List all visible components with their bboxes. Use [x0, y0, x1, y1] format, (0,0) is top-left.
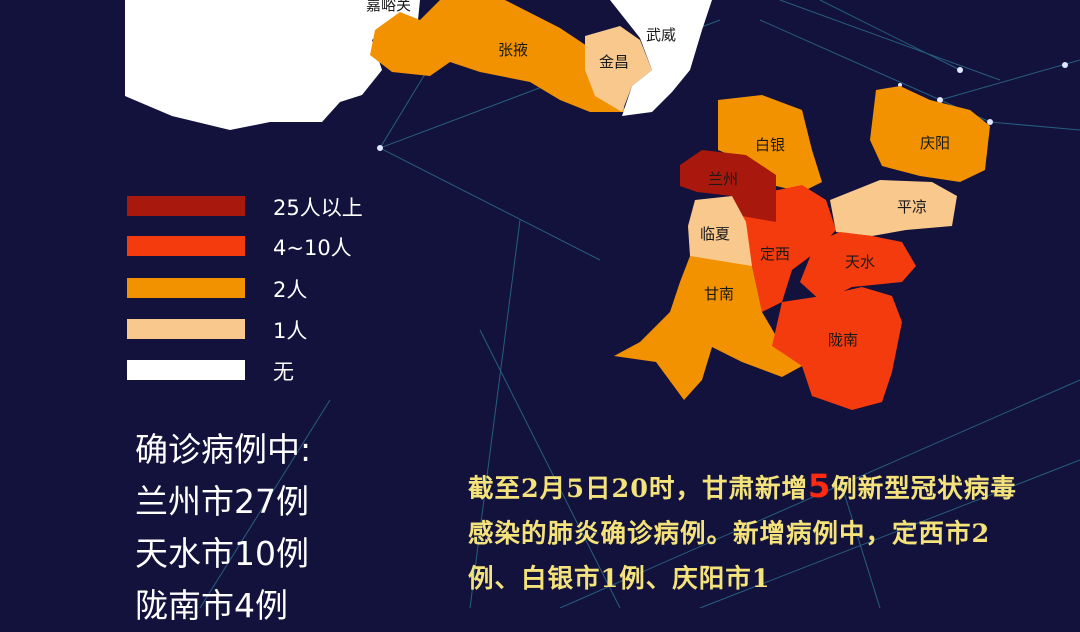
region-jinchang[interactable] — [585, 26, 652, 112]
region-wuwei[interactable] — [610, 0, 712, 116]
legend-label: 无 — [273, 360, 294, 384]
network-background — [199, 0, 1080, 608]
stats-heading: 确诊病例中: — [135, 430, 312, 469]
region-zhangye[interactable] — [370, 0, 625, 112]
news-text: 例新型冠状病毒感染的肺炎确诊病例。新增病例中，定西市2例、白银市1例、庆阳市1 — [468, 474, 1017, 594]
region-longnan[interactable] — [772, 287, 902, 410]
legend-swatch — [127, 360, 245, 380]
stats-line: 天水市10例 — [135, 534, 309, 573]
label-tianshui: 天水 — [845, 253, 875, 271]
label-lanzhou: 兰州 — [708, 170, 738, 188]
region-qingyang[interactable] — [870, 86, 990, 182]
stats-line: 陇南市4例 — [135, 586, 288, 625]
region-jiayuguan[interactable] — [355, 0, 420, 40]
legend-label: 1人 — [273, 319, 308, 343]
label-zhangye: 张掖 — [498, 41, 528, 59]
new-cases-count: 5 — [807, 467, 832, 505]
gansu-map: 嘉峪关 张掖 金昌 武威 白银 兰州 庆阳 平凉 临夏 定西 天水 甘南 陇南 — [125, 0, 990, 410]
region-gannan[interactable] — [614, 256, 802, 400]
label-gannan: 甘南 — [704, 285, 734, 303]
region-tianshui[interactable] — [800, 232, 916, 302]
label-qingyang: 庆阳 — [920, 134, 950, 152]
news-text: 截至2月5日20时，甘肃新增 — [468, 474, 808, 504]
label-dingxi: 定西 — [760, 245, 790, 263]
stats-line: 兰州市27例 — [135, 482, 309, 521]
region-linxia[interactable] — [688, 196, 752, 272]
legend-label: 4~10人 — [273, 236, 352, 260]
label-pingliang: 平凉 — [897, 198, 927, 216]
legend-swatch — [127, 196, 245, 216]
label-jiayuguan: 嘉峪关 — [366, 0, 411, 14]
legend-label: 2人 — [273, 278, 308, 302]
legend-label: 25人以上 — [273, 196, 363, 220]
legend-swatch — [127, 278, 245, 298]
label-longnan: 陇南 — [828, 331, 858, 349]
legend-item: 4~10人 — [127, 236, 352, 260]
legend-item: 2人 — [127, 278, 307, 302]
region-jiuquan[interactable] — [125, 0, 382, 130]
label-baiyin: 白银 — [755, 136, 785, 154]
label-jinchang: 金昌 — [599, 53, 629, 71]
case-stats: 确诊病例中: 兰州市27例 天水市10例 陇南市4例 — [135, 424, 311, 632]
legend-item: 无 — [127, 360, 294, 384]
news-paragraph: 截至2月5日20时，甘肃新增5例新型冠状病毒感染的肺炎确诊病例。新增病例中，定西… — [468, 464, 1028, 602]
region-baiyin[interactable] — [718, 95, 822, 192]
label-wuwei: 武威 — [646, 26, 676, 44]
legend-item: 1人 — [127, 319, 307, 343]
region-lanzhou[interactable] — [680, 150, 776, 222]
label-linxia: 临夏 — [700, 225, 730, 243]
region-pingliang[interactable] — [830, 180, 957, 236]
legend-swatch — [127, 319, 245, 339]
legend-item: 25人以上 — [127, 196, 363, 220]
legend-swatch — [127, 236, 245, 256]
